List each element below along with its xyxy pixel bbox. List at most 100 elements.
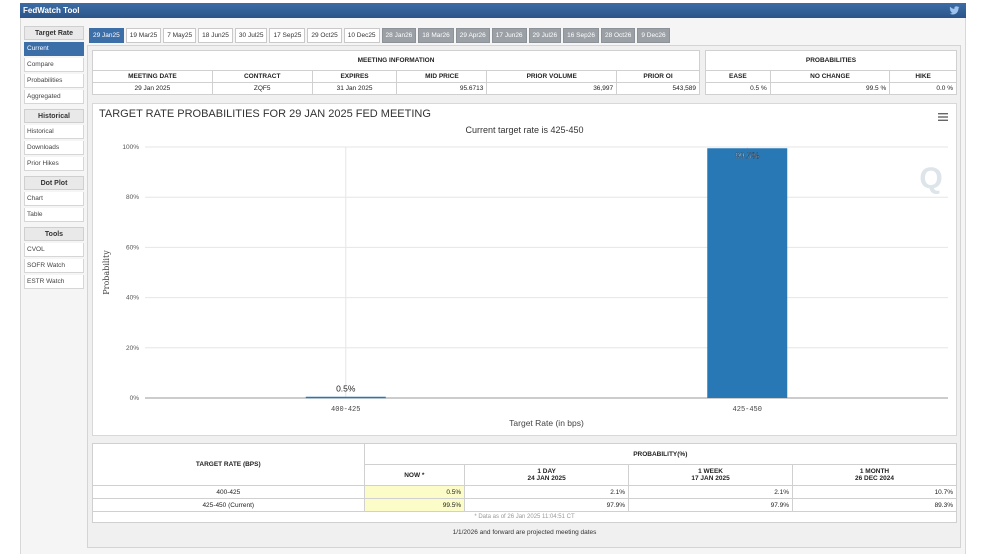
probability-cell: 0.5% — [363, 485, 466, 499]
y-tick-label: 40% — [126, 295, 139, 302]
prior-volume-value: 36,997 — [486, 82, 618, 95]
probability-cell: 97.9% — [628, 498, 794, 512]
y-tick-label: 100% — [122, 144, 139, 151]
data-note: * Data as of 26 Jan 2025 11:04:51 CT — [92, 511, 957, 523]
col-date: 17 JAN 2025 — [691, 475, 730, 482]
tab-17-jun26[interactable]: 17 Jun26 — [491, 28, 527, 43]
col-mid-price: MID PRICE — [396, 70, 488, 83]
sidebar-header-target-rate: Target Rate — [24, 26, 84, 40]
tab-29-jul26[interactable]: 29 Jul26 — [528, 28, 562, 43]
y-tick-label: 80% — [126, 194, 139, 201]
rate-cell: 400-425 — [92, 485, 365, 499]
sidebar-item-historical[interactable]: Historical — [24, 125, 84, 139]
sidebar-item-sofr-watch[interactable]: SOFR Watch — [24, 259, 84, 273]
bar — [305, 396, 386, 399]
tab-16-sep26[interactable]: 16 Sep26 — [563, 28, 599, 43]
sidebar-item-chart[interactable]: Chart — [24, 192, 84, 206]
sidebar-group-dot-plot: Dot Plot Chart Table — [24, 176, 84, 222]
meeting-tabs: 29 Jan25 19 Mar25 7 May25 18 Jun25 30 Jul25 1… — [89, 28, 670, 43]
probability-cell: 2.1% — [464, 485, 630, 499]
col-ease: EASE — [705, 70, 771, 83]
tab-18-jun25[interactable]: 18 Jun25 — [198, 28, 233, 43]
prior-oi-value: 543,589 — [616, 82, 700, 95]
col-now: NOW * — [363, 464, 466, 486]
y-tick-label: 20% — [126, 345, 139, 352]
tab-29-jan25[interactable]: 29 Jan25 — [89, 28, 124, 43]
app-title-bar: FedWatch Tool — [20, 3, 966, 18]
col-label: 1 MONTH — [859, 468, 890, 475]
col-label: NOW * — [404, 471, 425, 479]
twitter-icon[interactable] — [949, 5, 960, 16]
ease-value: 0.5 % — [705, 82, 771, 95]
y-tick-label: 60% — [126, 244, 139, 251]
tab-7-may25[interactable]: 7 May25 — [163, 28, 197, 43]
y-axis-title: Probability — [102, 250, 111, 295]
tab-10-dec25[interactable]: 10 Dec25 — [343, 28, 380, 43]
table-row: 425-450 (Current) 99.5% 97.9% 97.9% 89.3% — [92, 498, 957, 512]
probability-cell: 97.9% — [464, 498, 630, 512]
col-1-day: 1 DAY 24 JAN 2025 — [464, 464, 630, 486]
sidebar-item-aggregated[interactable]: Aggregated — [24, 90, 84, 104]
col-1-month: 1 MONTH 26 DEC 2024 — [792, 464, 957, 486]
table-row: 400-425 0.5% 2.1% 2.1% 10.7% — [92, 485, 957, 499]
data-label: 99.5% — [735, 150, 760, 160]
sidebar-group-historical: Historical Historical Downloads Prior Hikes — [24, 109, 84, 171]
probability-cell: 89.3% — [792, 498, 957, 512]
rate-cell: 425-450 (Current) — [92, 498, 365, 512]
tab-30-jul25[interactable]: 30 Jul25 — [234, 28, 268, 43]
sidebar-item-probabilities[interactable]: Probabilities — [24, 74, 84, 88]
col-expires: EXPIRES — [311, 70, 398, 83]
sidebar-header-historical: Historical — [24, 109, 84, 123]
tab-29-oct25[interactable]: 29 Oct25 — [307, 28, 342, 43]
data-label: 0.5% — [336, 384, 356, 394]
probability-header: PROBABILITY(%) — [363, 443, 958, 465]
chart-panel: 0% 20% 40% 60% 80% 100% 0.5% 400-425 99.5% 425-45… — [92, 103, 957, 436]
probability-cell: 99.5% — [363, 498, 466, 512]
chart-subtitle: Current target rate is 425-450 — [465, 125, 584, 135]
col-prior-volume: PRIOR VOLUME — [486, 70, 618, 83]
sidebar-group-target-rate: Target Rate Current Compare Probabilities Ag… — [24, 26, 84, 104]
probabilities-table: PROBABILITIES EASE NO CHANGE HIKE 0.5 % … — [705, 50, 957, 95]
target-rate-header: TARGET RATE (BPS) — [92, 443, 365, 486]
col-hike: HIKE — [889, 70, 957, 83]
tab-19-mar25[interactable]: 19 Mar25 — [125, 28, 162, 43]
sidebar-item-compare[interactable]: Compare — [24, 58, 84, 72]
probability-cell: 2.1% — [628, 485, 794, 499]
contract-value: ZQF5 — [211, 82, 313, 95]
col-1-week: 1 WEEK 17 JAN 2025 — [628, 464, 794, 486]
col-date: 26 DEC 2024 — [854, 475, 895, 482]
col-contract: CONTRACT — [211, 70, 313, 83]
app-title: FedWatch Tool — [23, 6, 80, 15]
sidebar-item-cvol[interactable]: CVOL — [24, 243, 84, 257]
chart-menu-icon[interactable] — [938, 113, 948, 121]
tab-28-oct26[interactable]: 28 Oct26 — [600, 28, 636, 43]
sidebar-item-downloads[interactable]: Downloads — [24, 141, 84, 155]
tab-9-dec26[interactable]: 9 Dec26 — [637, 28, 670, 43]
sidebar-item-current[interactable]: Current — [24, 42, 84, 56]
projected-dates-footnote: 1/1/2026 and forward are projected meeti… — [452, 529, 597, 536]
sidebar-group-tools: Tools CVOL SOFR Watch ESTR Watch — [24, 227, 84, 289]
tab-18-mar26[interactable]: 18 Mar26 — [418, 28, 454, 43]
mid-price-value: 95.6713 — [396, 82, 488, 95]
sidebar-item-estr-watch[interactable]: ESTR Watch — [24, 275, 84, 289]
col-date: 24 JAN 2025 — [527, 475, 566, 482]
x-tick-label: 400-425 — [331, 406, 360, 414]
hike-value: 0.0 % — [889, 82, 957, 95]
probability-cell: 10.7% — [792, 485, 957, 499]
probabilities-title: PROBABILITIES — [705, 50, 957, 71]
tab-17-sep25[interactable]: 17 Sep25 — [269, 28, 306, 43]
sidebar-header-tools: Tools — [24, 227, 84, 241]
col-no-change: NO CHANGE — [769, 70, 891, 83]
sidebar-header-dot-plot: Dot Plot — [24, 176, 84, 190]
chart-title: TARGET RATE PROBABILITIES FOR 29 JAN 202… — [99, 108, 431, 120]
sidebar-item-prior-hikes[interactable]: Prior Hikes — [24, 157, 84, 171]
tab-29-apr26[interactable]: 29 Apr26 — [455, 28, 490, 43]
col-label: 1 WEEK — [698, 468, 723, 475]
probability-table: TARGET RATE (BPS) PROBABILITY(%) NOW * 1 … — [92, 443, 958, 523]
sidebar-item-table[interactable]: Table — [24, 208, 84, 222]
watermark-logo: Q — [919, 162, 942, 195]
expires-value: 31 Jan 2025 — [311, 82, 398, 95]
tab-28-jan26[interactable]: 28 Jan26 — [381, 28, 417, 43]
sidebar: Target Rate Current Compare Probabilities Ag… — [24, 26, 84, 294]
no-change-value: 99.5 % — [769, 82, 891, 95]
